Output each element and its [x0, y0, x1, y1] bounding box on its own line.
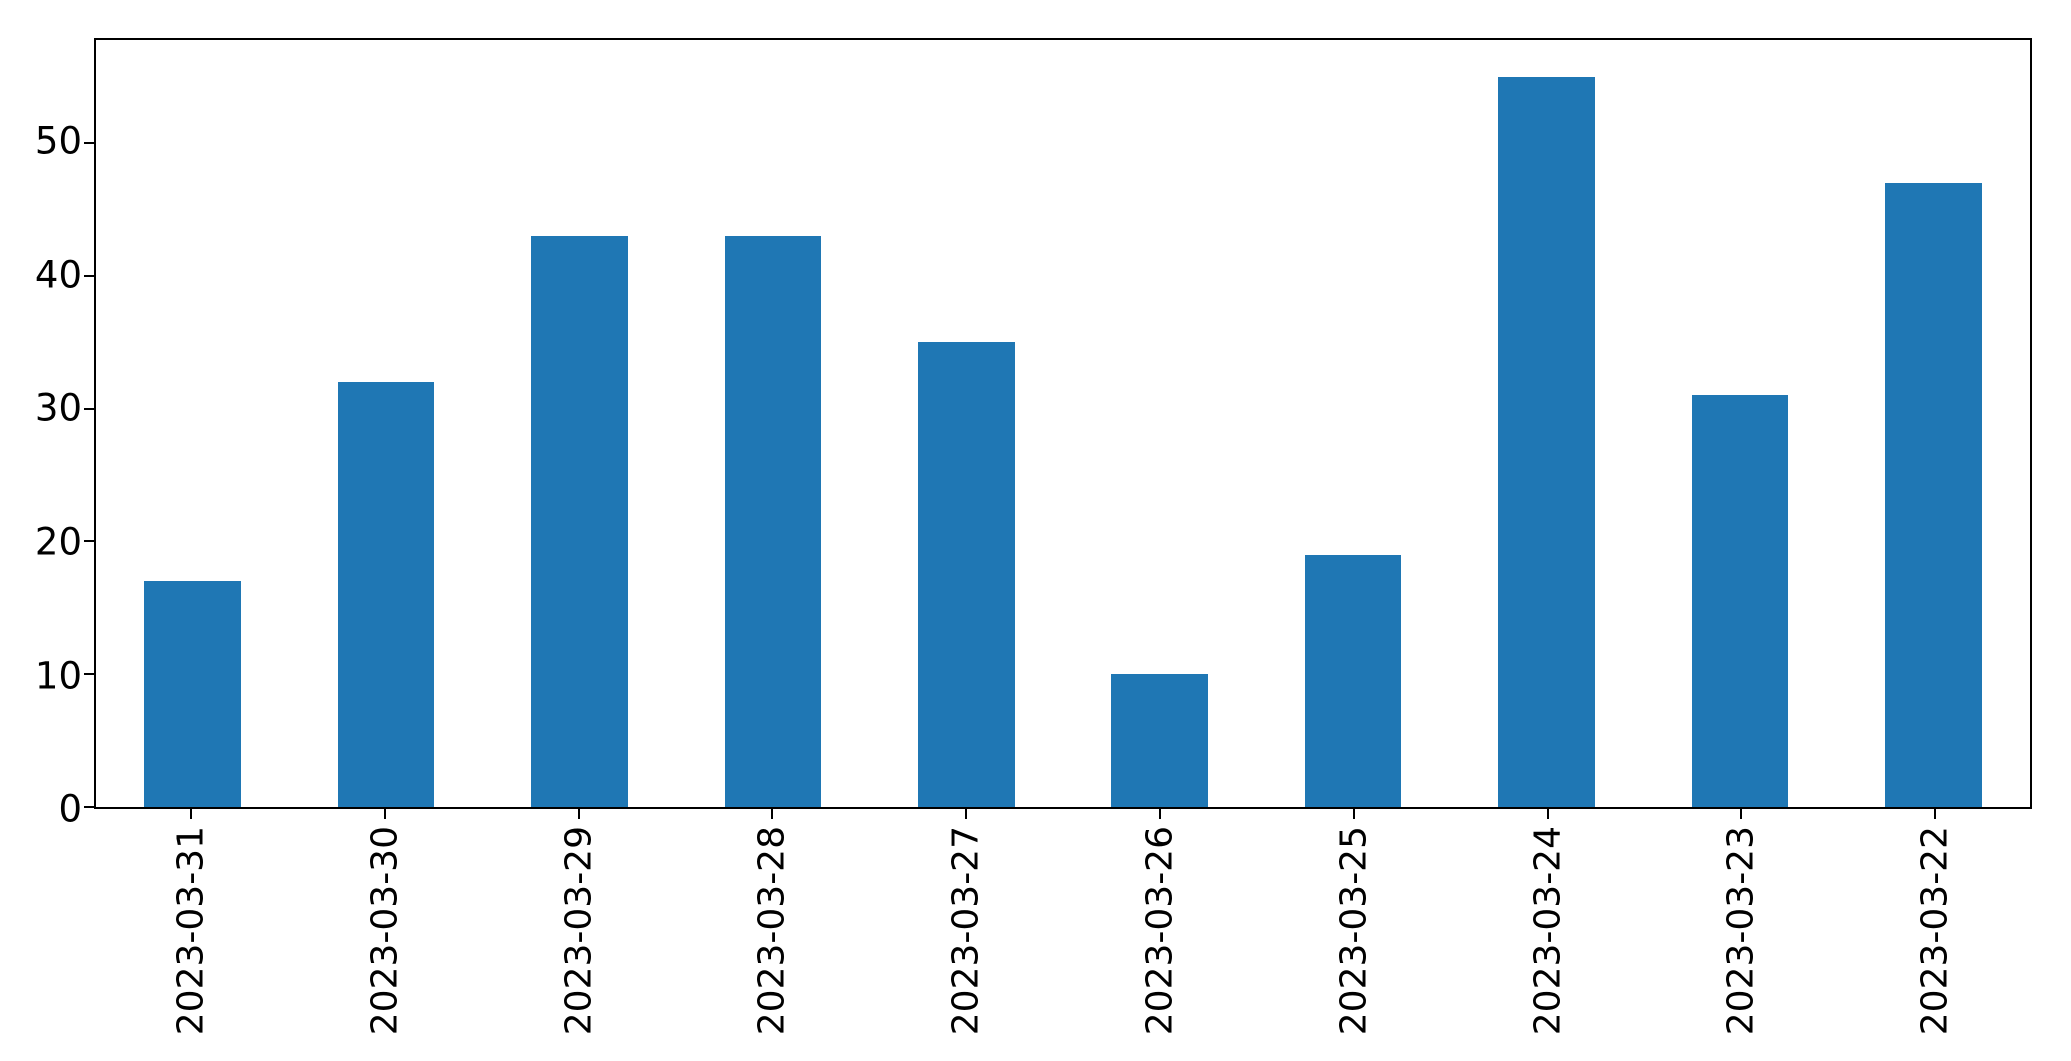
bar: [144, 581, 242, 807]
bar: [1111, 674, 1209, 807]
x-axis: 2023-03-31 2023-03-30 2023-03-29 2023-03-28…: [94, 809, 2032, 1061]
y-tick-mark: [84, 806, 94, 808]
bar: [724, 235, 822, 807]
x-tick-mark: [577, 809, 580, 819]
y-axis-tick-label: 20: [34, 520, 82, 564]
bar: [337, 382, 435, 807]
bar: [1691, 395, 1789, 807]
x-tick-mark: [1158, 809, 1161, 819]
bars-container: [96, 40, 2030, 807]
bar: [917, 342, 1015, 807]
x-tick-mark: [189, 809, 192, 819]
x-axis-tick-label: 2023-03-24: [1526, 826, 1568, 1036]
x-tick-mark: [771, 809, 774, 819]
x-tick-mark: [383, 809, 386, 819]
x-axis-tick-label: 2023-03-28: [751, 826, 793, 1036]
x-axis-tick-label: 2023-03-30: [364, 826, 406, 1036]
x-axis-tick-label: 2023-03-22: [1914, 826, 1956, 1036]
x-tick-mark: [1546, 809, 1549, 819]
x-axis-tick-label: 2023-03-31: [170, 826, 212, 1036]
x-axis-tick-label: 2023-03-27: [945, 826, 987, 1036]
x-axis-tick-label: 2023-03-25: [1333, 826, 1375, 1036]
x-axis-tick-label: 2023-03-26: [1139, 826, 1181, 1036]
y-axis-tick-label: 10: [34, 654, 82, 697]
y-axis-tick-label: 0: [58, 787, 82, 831]
plot-area: [84, 38, 2032, 809]
y-tick-mark: [84, 540, 94, 543]
y-tick-mark: [84, 274, 94, 277]
bar: [531, 235, 628, 807]
y-axis-tick-label: 40: [34, 253, 82, 297]
y-axis: 0 10 20 30 40 50: [0, 38, 82, 828]
y-tick-mark: [84, 673, 94, 676]
bar: [1498, 76, 1595, 807]
y-axis-tick-label: 30: [34, 386, 82, 430]
x-tick-mark: [965, 809, 968, 819]
y-tick-mark: [84, 141, 94, 144]
x-axis-tick-label: 2023-03-23: [1720, 826, 1762, 1036]
y-axis-tick-label: 50: [34, 119, 82, 163]
x-tick-mark: [1352, 809, 1355, 819]
bar: [1304, 554, 1402, 807]
x-tick-mark: [1934, 809, 1937, 819]
x-axis-tick-label: 2023-03-29: [557, 826, 599, 1036]
x-tick-mark: [1740, 809, 1743, 819]
y-tick-mark: [84, 407, 94, 410]
bar: [1884, 182, 1982, 807]
